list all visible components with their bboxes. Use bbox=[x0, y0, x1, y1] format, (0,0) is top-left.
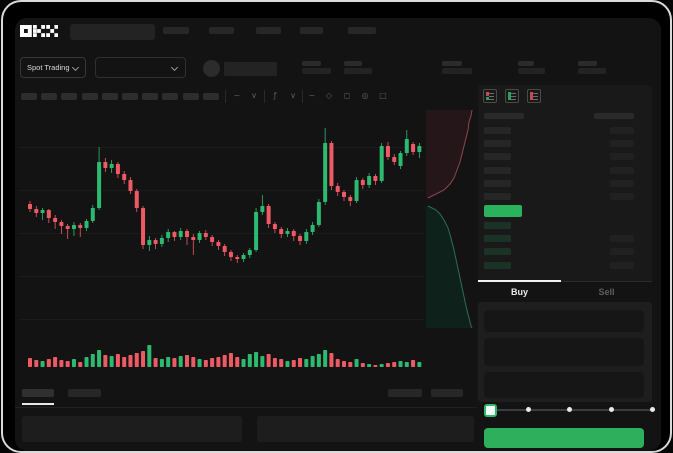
line-style-icon[interactable]: ~ bbox=[308, 91, 316, 100]
timeframe-button-skeleton[interactable] bbox=[61, 93, 78, 100]
ticker-stat-label-skeleton bbox=[578, 61, 597, 66]
ticker-stat-label-skeleton bbox=[344, 61, 362, 66]
ticker-stat-value-skeleton bbox=[518, 68, 545, 74]
ticker-stat-value-skeleton bbox=[344, 68, 372, 74]
bottom-tab-active-underline bbox=[22, 403, 54, 405]
ask-row-price-skeleton[interactable] bbox=[484, 193, 511, 200]
timeframe-button-skeleton[interactable] bbox=[21, 93, 37, 100]
slider-stop[interactable] bbox=[567, 407, 572, 412]
timeframe-button-skeleton[interactable] bbox=[81, 93, 98, 100]
interval-icon[interactable]: ~ bbox=[233, 91, 241, 100]
book-both-icon[interactable] bbox=[483, 89, 497, 103]
ask-row-amount-skeleton bbox=[610, 153, 634, 161]
nav-item-skeleton[interactable] bbox=[209, 27, 234, 34]
nav-item-skeleton[interactable] bbox=[348, 27, 376, 34]
timeframe-button-skeleton[interactable] bbox=[142, 93, 159, 100]
buy-button[interactable] bbox=[484, 428, 644, 448]
bid-row-amount-skeleton bbox=[610, 248, 634, 256]
book-asks-icon[interactable] bbox=[527, 89, 541, 103]
timeframe-button-skeleton[interactable] bbox=[162, 93, 179, 100]
buy-tab-indicator bbox=[478, 280, 561, 282]
ask-row-amount-skeleton bbox=[610, 127, 634, 134]
bottom-tab-active-skeleton[interactable] bbox=[22, 389, 54, 397]
market-type-selector[interactable]: Spot Trading bbox=[20, 57, 86, 78]
nav-item-skeleton[interactable] bbox=[300, 27, 323, 34]
timeframe-button-skeleton[interactable] bbox=[101, 93, 118, 100]
ask-row-price-skeleton[interactable] bbox=[484, 140, 511, 148]
book-bids-icon[interactable] bbox=[505, 89, 519, 103]
ask-row-amount-skeleton bbox=[610, 193, 634, 200]
nav-item-skeleton[interactable] bbox=[163, 27, 189, 34]
order-tabs-border bbox=[478, 281, 652, 282]
tab-sell[interactable]: Sell bbox=[598, 287, 615, 297]
orders-panel-skeleton bbox=[22, 416, 242, 442]
ticker-stat-value-skeleton bbox=[442, 68, 472, 74]
ask-row-price-skeleton[interactable] bbox=[484, 153, 511, 161]
ob-header-amount-skeleton bbox=[594, 113, 634, 119]
timeframe-button-skeleton[interactable] bbox=[202, 93, 219, 100]
candlestick-chart bbox=[28, 128, 422, 263]
ob-header-price-skeleton bbox=[484, 113, 524, 119]
settings-icon[interactable]: ◎ bbox=[361, 91, 369, 100]
total-input-skeleton[interactable] bbox=[484, 372, 644, 398]
ask-row-amount-skeleton bbox=[610, 140, 634, 148]
ask-row-amount-skeleton bbox=[610, 179, 634, 187]
price-input-skeleton[interactable] bbox=[484, 310, 644, 332]
indicators-icon[interactable]: ƒ bbox=[273, 91, 277, 100]
pair-selector[interactable] bbox=[95, 57, 186, 78]
last-price-block[interactable] bbox=[484, 205, 522, 217]
bottom-tab-skeleton[interactable] bbox=[68, 389, 101, 397]
bid-row-price-skeleton[interactable] bbox=[484, 261, 511, 269]
bid-row-amount-skeleton bbox=[610, 261, 634, 269]
pair-name-skeleton bbox=[224, 62, 277, 76]
ask-row-price-skeleton[interactable] bbox=[484, 179, 511, 187]
slider-stop[interactable] bbox=[609, 407, 614, 412]
ask-row-price-skeleton[interactable] bbox=[484, 127, 511, 134]
market-type-label: Spot Trading bbox=[27, 63, 70, 72]
timeframe-button-skeleton[interactable] bbox=[182, 93, 199, 100]
slider-handle[interactable] bbox=[484, 404, 497, 417]
ask-row-amount-skeleton bbox=[610, 166, 634, 174]
bottom-action-skeleton[interactable] bbox=[431, 389, 463, 397]
history-panel-skeleton bbox=[257, 416, 474, 442]
amount-slider-track[interactable] bbox=[489, 409, 655, 411]
search-bar-skeleton[interactable] bbox=[70, 24, 155, 40]
bid-row-price-skeleton[interactable] bbox=[484, 235, 511, 243]
ticker-stat-value-skeleton bbox=[302, 68, 331, 74]
screenshot-icon[interactable]: ◻ bbox=[343, 91, 351, 100]
chevron-down-icon bbox=[172, 65, 178, 71]
chevron-down-icon[interactable]: ∨ bbox=[290, 91, 296, 100]
bottom-divider bbox=[15, 407, 477, 408]
chevron-down-icon bbox=[73, 65, 79, 71]
pair-avatar bbox=[203, 60, 220, 77]
bid-row-amount-skeleton bbox=[610, 235, 634, 243]
slider-stop[interactable] bbox=[526, 407, 531, 412]
slider-stop[interactable] bbox=[650, 407, 655, 412]
ticker-stat-label-skeleton bbox=[442, 61, 462, 66]
ticker-stat-value-skeleton bbox=[578, 68, 606, 74]
tab-buy[interactable]: Buy bbox=[510, 287, 528, 297]
bid-row-price-skeleton[interactable] bbox=[484, 222, 511, 229]
chevron-down-icon[interactable]: ∨ bbox=[251, 91, 257, 100]
ticker-stat-label-skeleton bbox=[302, 61, 321, 66]
amount-input-skeleton[interactable] bbox=[484, 338, 644, 366]
ask-row-price-skeleton[interactable] bbox=[484, 166, 511, 174]
ticker-stat-label-skeleton bbox=[518, 61, 534, 66]
volume-bars bbox=[28, 345, 422, 367]
okx-logo bbox=[20, 25, 58, 37]
timeframe-button-skeleton[interactable] bbox=[41, 93, 58, 100]
bid-row-price-skeleton[interactable] bbox=[484, 248, 511, 256]
timeframe-button-skeleton[interactable] bbox=[122, 93, 138, 100]
nav-item-skeleton[interactable] bbox=[256, 27, 281, 34]
bottom-action-skeleton[interactable] bbox=[388, 389, 422, 397]
compare-icon[interactable]: ◇ bbox=[325, 91, 333, 100]
depth-profile bbox=[426, 110, 473, 328]
fullscreen-icon[interactable]: □ bbox=[379, 91, 387, 100]
